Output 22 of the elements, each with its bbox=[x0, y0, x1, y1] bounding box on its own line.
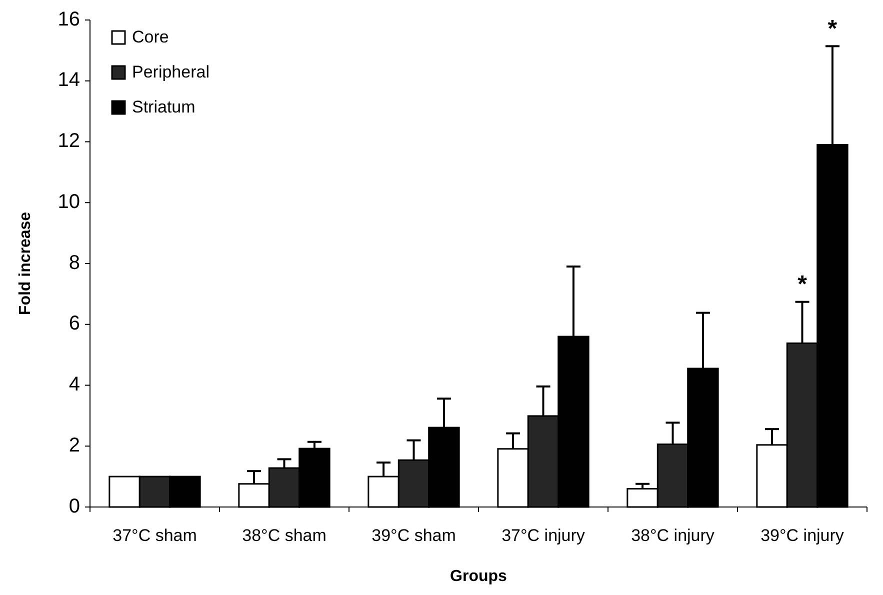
legend-label: Core bbox=[132, 27, 169, 46]
y-tick-label: 4 bbox=[68, 374, 80, 396]
y-tick-label: 6 bbox=[68, 312, 80, 335]
x-axis-title: Groups bbox=[450, 568, 508, 585]
y-tick-label: 12 bbox=[58, 130, 80, 152]
x-tick-label: 37°C injury bbox=[502, 526, 586, 545]
x-tick-label: 37°C sham bbox=[112, 526, 197, 545]
y-tick-label: 14 bbox=[58, 69, 80, 92]
legend-label: Striatum bbox=[132, 97, 196, 116]
y-tick-label: 16 bbox=[58, 8, 80, 30]
x-tick-label: 38°C sham bbox=[242, 526, 326, 545]
y-tick-label: 10 bbox=[58, 190, 80, 213]
x-tick-label: 39°C injury bbox=[760, 526, 844, 545]
annotation: * bbox=[798, 271, 808, 298]
x-tick-label: 39°C sham bbox=[372, 526, 456, 545]
x-tick-label: 38°C injury bbox=[631, 526, 715, 545]
y-axis-title: Fold increase bbox=[17, 212, 34, 316]
y-tick-label: 2 bbox=[68, 434, 80, 456]
annotation: * bbox=[828, 16, 838, 43]
y-tick-label: 8 bbox=[68, 252, 80, 274]
legend-label: Peripheral bbox=[132, 62, 210, 82]
y-tick-label: 0 bbox=[68, 495, 80, 518]
